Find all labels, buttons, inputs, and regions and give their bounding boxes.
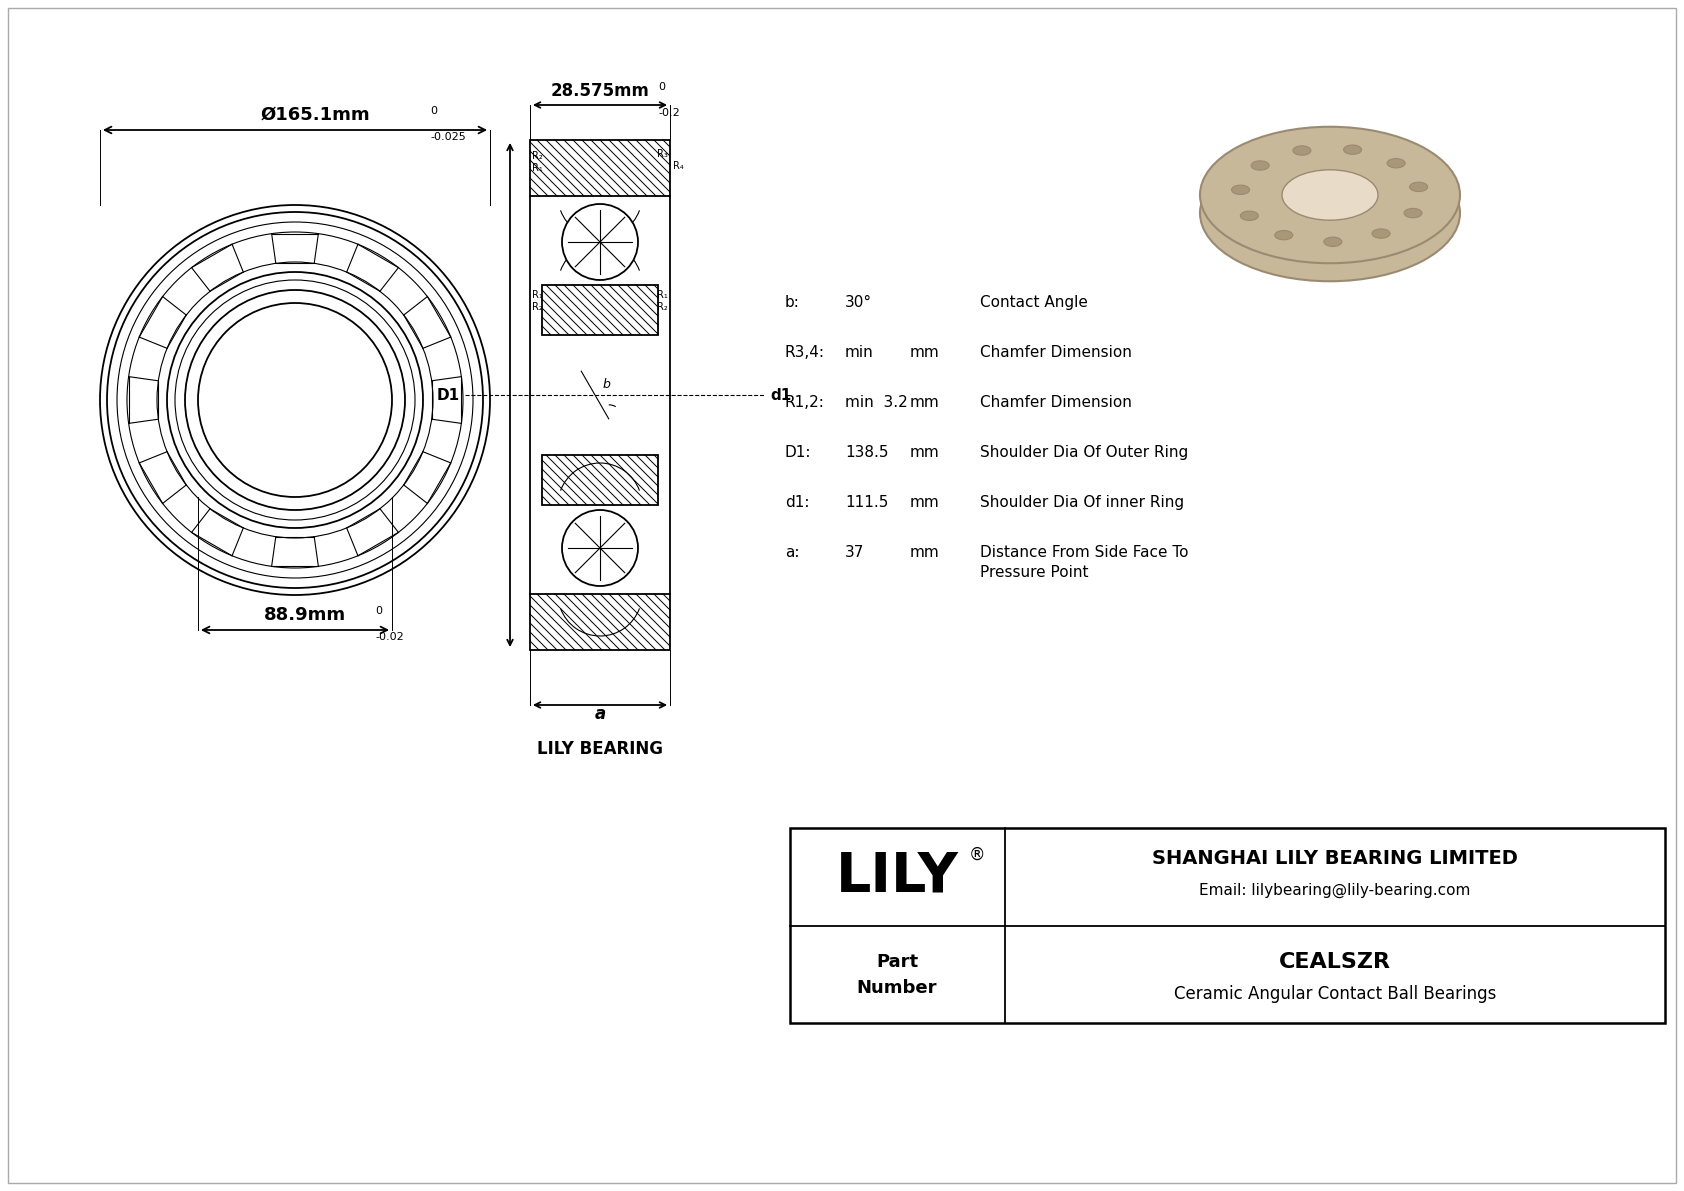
Text: R₁: R₁ — [532, 163, 542, 173]
Ellipse shape — [1282, 170, 1378, 220]
Ellipse shape — [1251, 161, 1270, 170]
Text: Email: lilybearing@lily-bearing.com: Email: lilybearing@lily-bearing.com — [1199, 883, 1470, 898]
Ellipse shape — [1324, 237, 1342, 247]
Text: 30°: 30° — [845, 295, 872, 310]
Text: 0: 0 — [658, 82, 665, 92]
Text: 0: 0 — [376, 606, 382, 616]
Text: Shoulder Dia Of Outer Ring: Shoulder Dia Of Outer Ring — [980, 445, 1189, 460]
Text: SHANGHAI LILY BEARING LIMITED: SHANGHAI LILY BEARING LIMITED — [1152, 848, 1517, 867]
Bar — [530, 141, 670, 197]
Ellipse shape — [1388, 158, 1404, 168]
Ellipse shape — [1410, 182, 1428, 192]
Text: -0.02: -0.02 — [376, 632, 404, 642]
Text: Distance From Side Face To: Distance From Side Face To — [980, 545, 1189, 560]
Text: 138.5: 138.5 — [845, 445, 889, 460]
Text: R₄: R₄ — [674, 161, 684, 172]
Text: mm: mm — [909, 345, 940, 360]
Text: ®: ® — [968, 846, 985, 863]
Text: d1:: d1: — [785, 495, 810, 510]
Text: Chamfer Dimension: Chamfer Dimension — [980, 345, 1132, 360]
Bar — [790, 828, 1665, 1023]
Text: Chamfer Dimension: Chamfer Dimension — [980, 395, 1132, 410]
Text: -0.025: -0.025 — [429, 132, 466, 142]
Text: Contact Angle: Contact Angle — [980, 295, 1088, 310]
Text: mm: mm — [909, 545, 940, 560]
Text: mm: mm — [909, 445, 940, 460]
Text: b: b — [603, 379, 611, 392]
Text: 37: 37 — [845, 545, 864, 560]
Text: R₁: R₁ — [532, 289, 542, 300]
Text: R1,2:: R1,2: — [785, 395, 825, 410]
Text: Part
Number: Part Number — [857, 953, 938, 997]
Text: R₂: R₂ — [532, 151, 542, 161]
Text: 0: 0 — [429, 106, 438, 116]
Text: a: a — [594, 705, 606, 723]
Text: 111.5: 111.5 — [845, 495, 889, 510]
Bar — [542, 455, 658, 505]
Text: Shoulder Dia Of inner Ring: Shoulder Dia Of inner Ring — [980, 495, 1184, 510]
Ellipse shape — [1282, 188, 1378, 238]
Text: 28.575mm: 28.575mm — [551, 82, 650, 100]
Text: 88.9mm: 88.9mm — [264, 606, 347, 624]
Text: Ø165.1mm: Ø165.1mm — [261, 106, 370, 124]
Text: D1:: D1: — [785, 445, 812, 460]
Text: b:: b: — [785, 295, 800, 310]
Text: d1: d1 — [770, 387, 791, 403]
Ellipse shape — [1241, 211, 1258, 220]
Text: mm: mm — [909, 395, 940, 410]
Text: mm: mm — [909, 495, 940, 510]
Text: Pressure Point: Pressure Point — [980, 565, 1088, 580]
Text: R₃: R₃ — [657, 149, 669, 160]
Text: Ceramic Angular Contact Ball Bearings: Ceramic Angular Contact Ball Bearings — [1174, 985, 1495, 1003]
Text: D1: D1 — [436, 387, 460, 403]
Bar — [542, 285, 658, 335]
Ellipse shape — [1275, 231, 1293, 239]
Text: LILY BEARING: LILY BEARING — [537, 740, 663, 757]
Text: R₂: R₂ — [657, 303, 669, 312]
Text: R₂: R₂ — [532, 303, 542, 312]
Bar — [530, 594, 670, 650]
Ellipse shape — [1201, 145, 1460, 281]
Ellipse shape — [1201, 126, 1460, 263]
Ellipse shape — [1372, 229, 1389, 238]
Text: min: min — [845, 345, 874, 360]
Ellipse shape — [562, 510, 638, 586]
Ellipse shape — [1404, 208, 1421, 218]
Text: CEALSZR: CEALSZR — [1280, 952, 1391, 972]
Ellipse shape — [562, 204, 638, 280]
Text: R₁: R₁ — [657, 289, 669, 300]
Ellipse shape — [1231, 185, 1250, 194]
Text: a:: a: — [785, 545, 800, 560]
Ellipse shape — [1344, 145, 1362, 155]
Ellipse shape — [1293, 145, 1310, 155]
Text: R3,4:: R3,4: — [785, 345, 825, 360]
Text: -0.2: -0.2 — [658, 108, 680, 118]
Text: min  3.2: min 3.2 — [845, 395, 908, 410]
Text: LILY: LILY — [835, 850, 958, 904]
